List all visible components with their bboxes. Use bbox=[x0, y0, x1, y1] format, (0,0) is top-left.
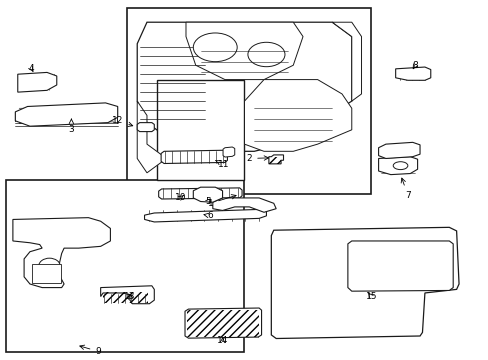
Polygon shape bbox=[13, 218, 110, 288]
Bar bbox=[103, 292, 148, 303]
Polygon shape bbox=[137, 101, 166, 173]
Bar bbox=[32, 264, 61, 283]
Bar bbox=[268, 157, 281, 164]
Polygon shape bbox=[244, 80, 351, 151]
Polygon shape bbox=[271, 227, 458, 338]
Polygon shape bbox=[137, 22, 351, 151]
Polygon shape bbox=[185, 22, 303, 80]
Polygon shape bbox=[223, 147, 234, 157]
Polygon shape bbox=[137, 123, 154, 132]
Polygon shape bbox=[395, 67, 430, 80]
Text: 11: 11 bbox=[215, 160, 229, 169]
Text: 12: 12 bbox=[112, 116, 132, 126]
Polygon shape bbox=[18, 72, 57, 92]
Bar bbox=[5, 180, 244, 352]
Polygon shape bbox=[144, 210, 266, 222]
Bar bbox=[186, 310, 259, 337]
Polygon shape bbox=[161, 150, 227, 163]
Bar bbox=[127, 8, 370, 194]
Polygon shape bbox=[101, 286, 154, 304]
Text: 10: 10 bbox=[175, 193, 186, 202]
Text: 5: 5 bbox=[204, 197, 210, 206]
Text: 7: 7 bbox=[400, 178, 410, 199]
Text: 8: 8 bbox=[411, 61, 417, 70]
Text: 15: 15 bbox=[365, 292, 376, 301]
Polygon shape bbox=[193, 187, 222, 202]
Text: 1: 1 bbox=[207, 195, 236, 208]
Text: 13: 13 bbox=[124, 292, 135, 301]
Text: 6: 6 bbox=[203, 211, 213, 220]
Polygon shape bbox=[184, 308, 261, 338]
Text: 3: 3 bbox=[68, 119, 74, 134]
Text: 2: 2 bbox=[246, 154, 268, 163]
Polygon shape bbox=[158, 188, 242, 199]
Text: 4: 4 bbox=[28, 64, 34, 73]
Polygon shape bbox=[378, 157, 417, 175]
Ellipse shape bbox=[193, 33, 237, 62]
Polygon shape bbox=[268, 155, 283, 164]
Polygon shape bbox=[378, 142, 419, 158]
Ellipse shape bbox=[392, 162, 407, 170]
Text: 9: 9 bbox=[80, 345, 101, 356]
Polygon shape bbox=[212, 198, 276, 212]
Text: 14: 14 bbox=[216, 336, 228, 345]
Polygon shape bbox=[331, 22, 361, 101]
Circle shape bbox=[39, 258, 60, 274]
Bar bbox=[157, 80, 244, 180]
Polygon shape bbox=[347, 241, 452, 291]
Ellipse shape bbox=[247, 42, 285, 67]
Polygon shape bbox=[15, 103, 118, 126]
